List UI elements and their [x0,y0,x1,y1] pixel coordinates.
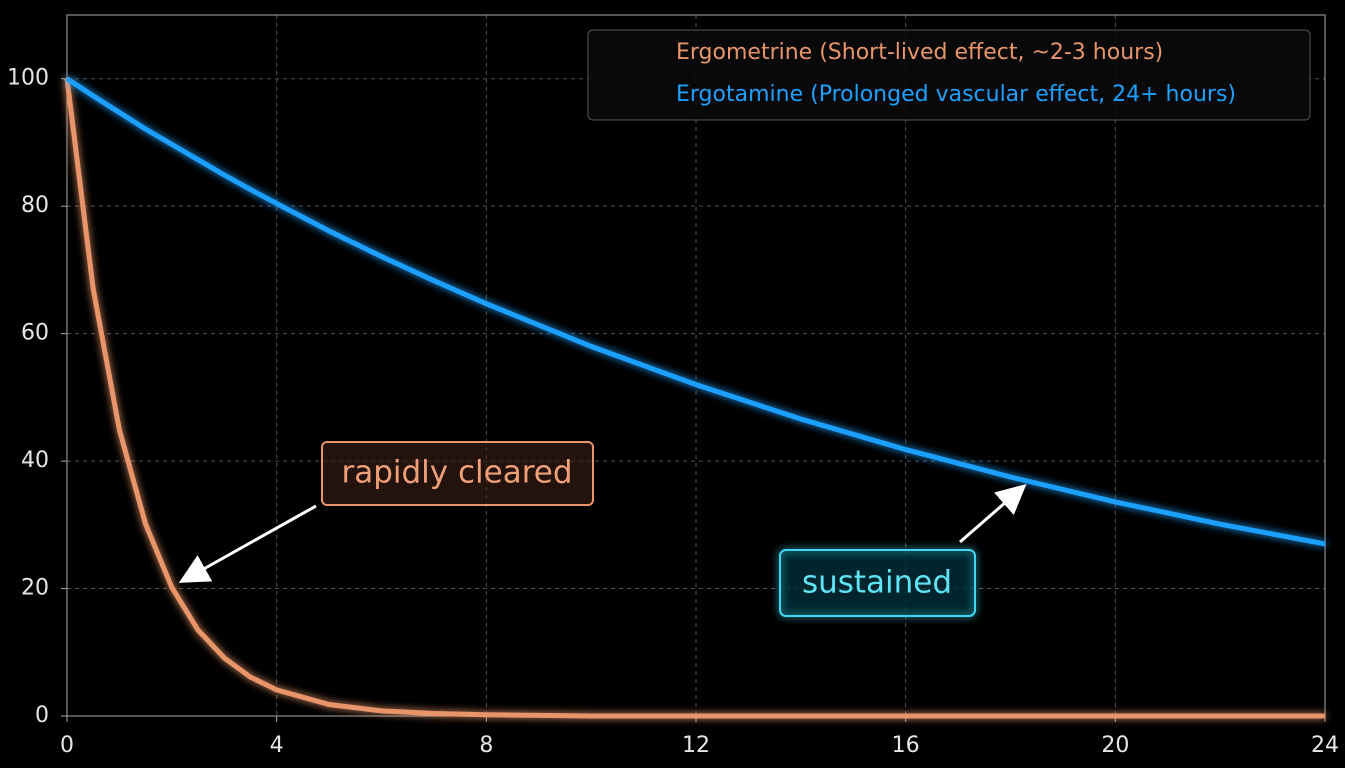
y-tick-label: 100 [7,66,49,91]
x-tick-label: 8 [479,733,493,758]
annotation-text: rapidly cleared [341,455,572,491]
y-tick-label: 0 [35,703,49,728]
legend: Ergometrine (Short-lived effect, ~2-3 ho… [587,29,1311,121]
grid: 0 20 40 60 80 100 0 4 8 12 16 20 24 [7,14,1339,758]
annotation-text: sustained [802,565,952,601]
series-line [64,78,1325,719]
y-tick-label: 60 [21,321,49,346]
annotation: rapidly cleared [178,441,594,583]
annotation-arrow [959,484,1027,544]
x-tick-label: 4 [270,733,284,758]
y-tick-label: 20 [21,576,49,601]
y-tick-label: 80 [21,193,49,218]
x-tick-label: 0 [60,733,74,758]
legend-label: Ergometrine (Short-lived effect, ~2-3 ho… [676,40,1163,65]
y-tick-label: 40 [21,448,49,473]
annotation-arrow [178,504,317,583]
legend-label: Ergotamine (Prolonged vascular effect, 2… [676,82,1236,107]
annotation: sustained [779,484,1027,617]
x-tick-label: 12 [682,733,710,758]
x-tick-label: 16 [892,733,920,758]
annotation-box [321,441,594,506]
x-tick-label: 20 [1101,733,1129,758]
legend-box [587,29,1311,121]
annotation-box [779,549,976,617]
lines [64,76,1326,719]
x-tick-label: 24 [1311,733,1339,758]
series-line [65,76,1326,547]
